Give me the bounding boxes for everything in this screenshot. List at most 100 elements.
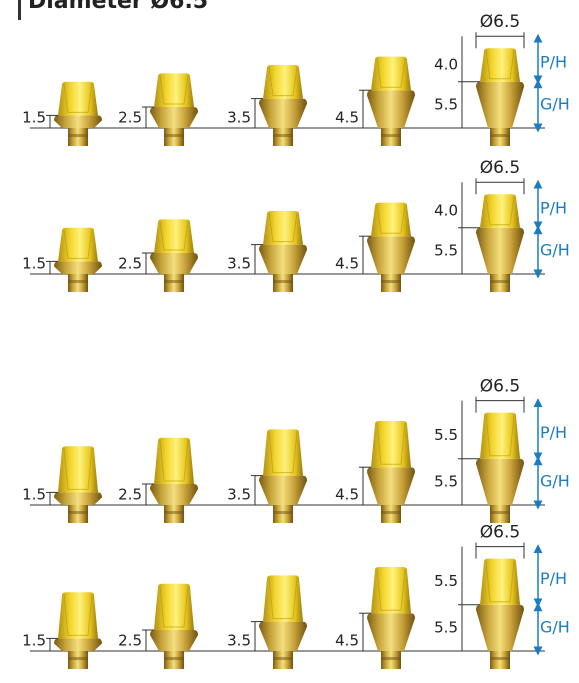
post xyxy=(58,227,98,262)
gingival-height: 1.5 xyxy=(22,486,46,504)
gingival-height: 2.5 xyxy=(118,255,142,273)
post-notch xyxy=(485,560,515,603)
collar xyxy=(54,492,102,505)
connection-ring xyxy=(490,280,510,283)
gingival-height: 3.5 xyxy=(227,486,251,504)
post-label: P/H xyxy=(540,569,567,588)
collar xyxy=(54,115,102,128)
post-notch xyxy=(268,212,298,243)
connection-ring xyxy=(68,511,88,514)
gingival-height: 5.5 xyxy=(434,241,458,259)
post xyxy=(263,211,303,245)
post-notch xyxy=(485,196,515,226)
post-height: 4.0 xyxy=(434,56,458,74)
connection-ring xyxy=(273,280,293,283)
gingival-height: 3.5 xyxy=(227,255,251,273)
gingival-height: 5.5 xyxy=(434,95,458,113)
collar xyxy=(150,107,198,128)
post xyxy=(58,592,98,639)
collar xyxy=(150,253,198,274)
collar xyxy=(259,244,307,274)
gingival-height: 4.5 xyxy=(335,632,359,650)
post-notch xyxy=(376,204,406,234)
connection-ring xyxy=(490,511,510,514)
gingival-height: 4.5 xyxy=(335,486,359,504)
collar xyxy=(367,613,415,651)
gingival-height: 4.5 xyxy=(335,255,359,273)
title: Diameter Ø6.5 xyxy=(28,0,208,14)
collar xyxy=(476,604,524,651)
post-notch xyxy=(485,50,515,80)
post-notch xyxy=(268,577,298,620)
connection-ring xyxy=(68,134,88,137)
gingival-height: 2.5 xyxy=(118,632,142,650)
post-notch xyxy=(159,75,189,105)
post xyxy=(154,219,194,253)
post xyxy=(154,437,194,484)
post-notch xyxy=(159,585,189,628)
gingival-height: 2.5 xyxy=(118,109,142,127)
diameter: Ø6.5 xyxy=(480,523,520,543)
gingival-label: G/H xyxy=(540,471,570,490)
gingival-label: G/H xyxy=(540,617,570,636)
post xyxy=(58,81,98,116)
connection-ring xyxy=(68,280,88,283)
connection-ring xyxy=(490,657,510,660)
gingival-height: 1.5 xyxy=(22,109,46,127)
post-notch xyxy=(159,439,189,482)
collar xyxy=(54,638,102,651)
post-notch xyxy=(268,66,298,97)
collar xyxy=(150,630,198,651)
collar xyxy=(476,227,524,274)
collar xyxy=(259,621,307,651)
connection-ring xyxy=(164,657,184,660)
post-label: P/H xyxy=(540,423,567,442)
collar xyxy=(476,458,524,505)
post-label: P/H xyxy=(540,199,567,218)
post xyxy=(371,421,411,468)
diameter: Ø6.5 xyxy=(480,377,520,397)
connection-ring xyxy=(490,134,510,137)
post xyxy=(480,194,520,228)
connection-ring xyxy=(381,134,401,137)
post-height: 5.5 xyxy=(434,426,458,444)
gingival-height: 4.5 xyxy=(335,109,359,127)
post xyxy=(154,583,194,630)
post-notch xyxy=(159,221,189,251)
post xyxy=(263,65,303,99)
connection-ring xyxy=(273,134,293,137)
post xyxy=(371,567,411,614)
post xyxy=(58,446,98,493)
gingival-height: 5.5 xyxy=(434,472,458,490)
collar xyxy=(367,90,415,128)
connection-ring xyxy=(273,657,293,660)
connection-ring xyxy=(164,134,184,137)
post-notch xyxy=(63,448,93,490)
post-label: P/H xyxy=(540,53,567,72)
post xyxy=(371,202,411,237)
post xyxy=(480,558,520,605)
diameter: Ø6.5 xyxy=(480,158,520,178)
collar xyxy=(259,475,307,505)
collar xyxy=(367,236,415,274)
gingival-height: 5.5 xyxy=(434,618,458,636)
post-notch xyxy=(63,229,93,259)
post-notch xyxy=(376,422,406,465)
collar xyxy=(476,81,524,128)
post-notch xyxy=(63,594,93,636)
post xyxy=(263,575,303,622)
collar xyxy=(259,98,307,128)
gingival-label: G/H xyxy=(540,94,570,113)
post-height: 4.0 xyxy=(434,202,458,220)
post xyxy=(154,73,194,107)
connection-ring xyxy=(381,657,401,660)
post xyxy=(480,48,520,82)
diameter: Ø6.5 xyxy=(480,12,520,32)
gingival-height: 3.5 xyxy=(227,109,251,127)
connection-ring xyxy=(273,511,293,514)
connection-ring xyxy=(164,280,184,283)
connection-ring xyxy=(381,280,401,283)
gingival-height: 1.5 xyxy=(22,632,46,650)
post xyxy=(480,412,520,459)
